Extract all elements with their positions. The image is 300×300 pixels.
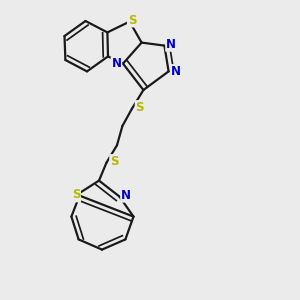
Text: S: S xyxy=(136,101,144,114)
Text: N: N xyxy=(121,189,131,202)
Text: N: N xyxy=(166,38,176,51)
Text: S: S xyxy=(110,155,118,168)
Text: S: S xyxy=(128,14,136,27)
Text: N: N xyxy=(171,65,181,78)
Text: S: S xyxy=(72,188,80,202)
Text: N: N xyxy=(111,57,122,70)
